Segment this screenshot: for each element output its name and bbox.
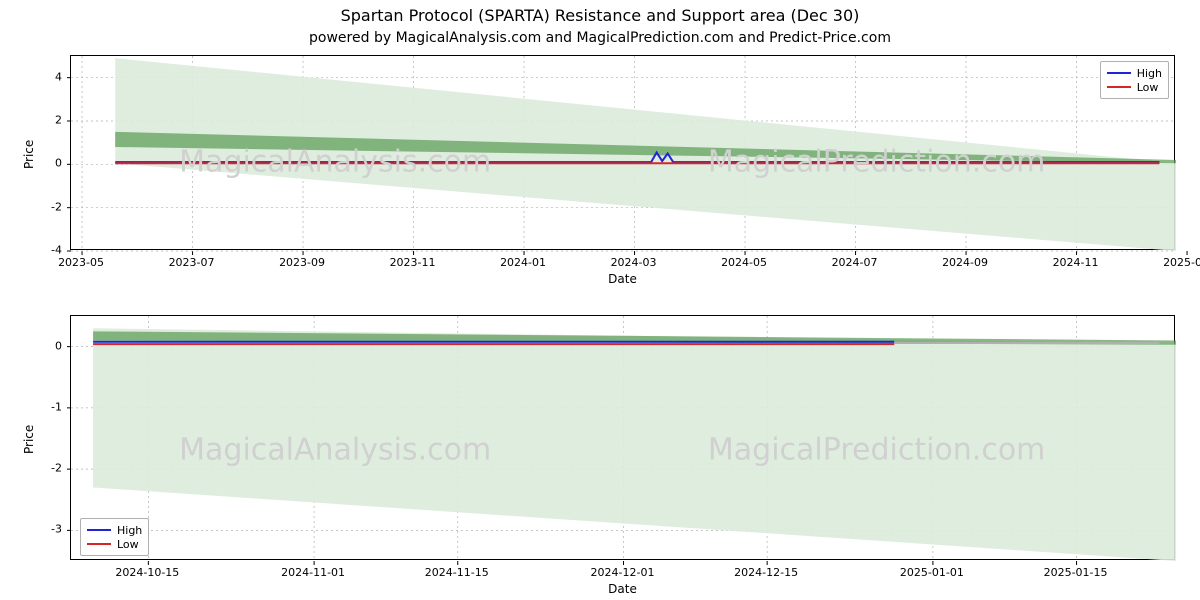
ytick-label: -2: [40, 462, 62, 475]
xtick-label: 2024-01: [500, 256, 546, 269]
legend-entry-low: Low: [87, 537, 142, 551]
xtick-label: 2025-01-15: [1044, 566, 1108, 579]
ytick-label: -3: [40, 523, 62, 536]
legend: HighLow: [1100, 61, 1169, 99]
xtick-label: 2024-09: [942, 256, 988, 269]
xtick-label: 2023-07: [169, 256, 215, 269]
legend-entry-high: High: [1107, 66, 1162, 80]
chart-subtitle: powered by MagicalAnalysis.com and Magic…: [0, 30, 1200, 46]
xtick-label: 2024-11-01: [281, 566, 345, 579]
xtick-label: 2023-11: [390, 256, 436, 269]
ytick-label: -4: [40, 244, 62, 257]
ylabel: Price: [22, 139, 36, 168]
xtick-label: 2025-01-01: [900, 566, 964, 579]
top_chart-panel: [70, 55, 1175, 250]
xtick-label: 2025-01: [1163, 256, 1200, 269]
ytick-label: -2: [40, 200, 62, 213]
legend-swatch: [1107, 86, 1131, 88]
xtick-label: 2024-11: [1053, 256, 1099, 269]
legend-swatch: [1107, 72, 1131, 74]
xtick-label: 2023-05: [58, 256, 104, 269]
bottom_chart-panel: [70, 315, 1175, 560]
xtick-label: 2024-11-15: [425, 566, 489, 579]
ytick-label: 0: [40, 339, 62, 352]
legend-entry-high: High: [87, 523, 142, 537]
xlabel: Date: [70, 272, 1175, 286]
legend-label: High: [117, 524, 142, 537]
xlabel: Date: [70, 582, 1175, 596]
ytick-label: -1: [40, 400, 62, 413]
xtick-label: 2024-12-15: [734, 566, 798, 579]
ytick-label: 2: [40, 114, 62, 127]
legend-label: Low: [1137, 81, 1159, 94]
legend-label: High: [1137, 67, 1162, 80]
chart-title: Spartan Protocol (SPARTA) Resistance and…: [0, 6, 1200, 25]
legend-entry-low: Low: [1107, 80, 1162, 94]
legend-label: Low: [117, 538, 139, 551]
xtick-label: 2024-10-15: [115, 566, 179, 579]
ytick-label: 4: [40, 70, 62, 83]
legend-swatch: [87, 529, 111, 531]
ylabel: Price: [22, 424, 36, 453]
xtick-label: 2024-05: [721, 256, 767, 269]
xtick-label: 2024-03: [611, 256, 657, 269]
xtick-label: 2023-09: [279, 256, 325, 269]
legend: HighLow: [80, 518, 149, 556]
legend-swatch: [87, 543, 111, 545]
xtick-label: 2024-07: [832, 256, 878, 269]
ytick-label: 0: [40, 157, 62, 170]
xtick-label: 2024-12-01: [591, 566, 655, 579]
